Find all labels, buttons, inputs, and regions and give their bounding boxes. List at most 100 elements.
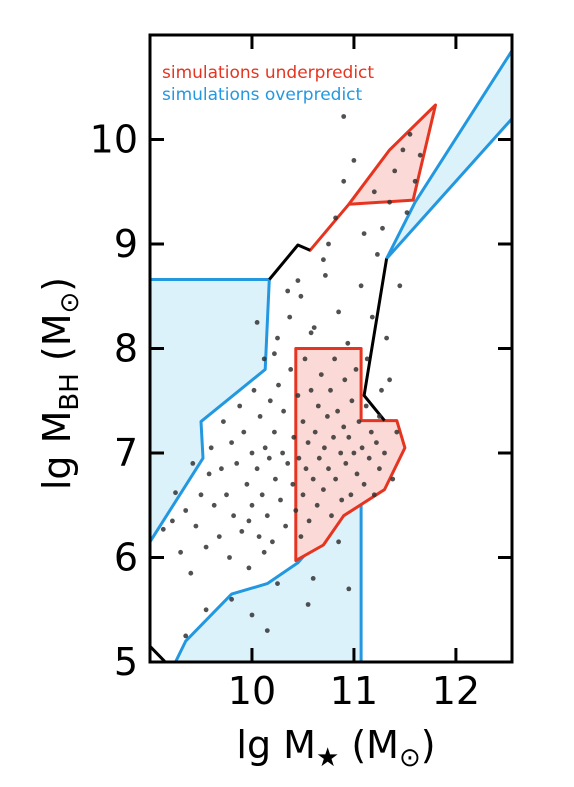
data-point [321,487,326,492]
data-point [380,225,385,231]
data-point [361,481,367,487]
y-axis-label: lg MBH (M⊙) [35,277,85,490]
data-point [407,131,413,137]
data-point [291,434,297,440]
data-point [266,455,272,461]
data-point [315,403,321,409]
envelope-line-1 [362,258,389,422]
data-point [259,492,265,498]
data-point [237,403,243,409]
data-point [188,570,194,576]
data-point [335,408,340,414]
data-point [300,419,306,424]
data-point [287,314,293,320]
underpredict-region-1 [294,347,407,563]
x-tick-label: 10 [228,669,276,713]
data-point [336,539,341,545]
data-point [400,147,406,153]
data-point [267,398,273,404]
y-tick-label: 5 [114,640,138,684]
data-point [353,367,359,372]
y-tick-label: 8 [114,327,138,371]
x-axis-label: lg M★ (M⊙) [236,723,435,773]
data-point [206,471,212,477]
data-point [272,429,277,435]
data-point [203,544,209,550]
data-point [296,455,302,461]
data-point [285,461,291,466]
data-point [219,466,224,472]
data-point [290,481,296,487]
data-point [229,440,235,445]
data-point [281,408,286,414]
legend-overpredict: simulations overpredict [162,85,363,105]
data-point [363,403,369,409]
data-point [312,429,318,435]
overpredict-region-0 [150,278,271,544]
data-point [341,424,347,430]
data-point [308,330,314,336]
data-point [404,210,410,216]
data-point [336,309,341,315]
data-point [261,549,267,555]
data-point [387,377,392,383]
data-point [392,168,398,174]
data-point [332,356,337,362]
data-point [397,283,403,289]
data-point [412,178,418,184]
data-point [251,387,257,393]
data-point [342,377,348,383]
y-tick-label: 9 [114,222,138,266]
data-point [244,481,250,487]
data-point [221,419,226,424]
data-point [183,633,189,639]
data-point [384,335,389,341]
data-point [356,419,362,424]
overpredict-region-2 [385,49,512,261]
legend: simulations underpredict simulations ove… [162,63,374,105]
data-point [361,231,367,237]
data-point [246,518,252,524]
data-point [314,502,320,508]
data-point [346,434,352,440]
underpredict-region-0 [308,103,437,252]
data-point [351,450,357,456]
data-point [345,340,351,346]
data-point [303,466,309,472]
envelope-line-2 [150,645,167,662]
data-point [295,278,301,283]
data-point [249,502,255,508]
data-point [326,466,331,472]
data-point [310,576,316,581]
data-point [293,508,299,513]
data-point [387,199,392,205]
data-point [325,414,330,419]
data-point [377,466,382,472]
envelope-line-0 [268,243,311,281]
data-point [323,273,328,278]
data-point [326,241,331,247]
data-point [358,283,364,289]
data-point [329,513,334,519]
regions-layer [150,49,512,662]
data-point [275,581,280,586]
data-point [341,114,347,119]
data-point [246,565,252,571]
data-point [308,387,314,393]
data-point [234,461,240,466]
data-point [310,476,316,482]
y-tick-label: 10 [90,118,138,162]
data-point [249,450,255,456]
data-point [366,455,372,461]
data-point [273,476,278,482]
data-point [371,492,377,498]
data-point [264,513,270,519]
data-point [382,450,387,456]
data-point [275,335,280,341]
overpredict-region-1 [174,461,363,662]
data-point [298,293,304,299]
data-point [256,534,262,539]
data-point [227,555,232,560]
data-point [198,492,204,498]
data-point [333,476,338,482]
